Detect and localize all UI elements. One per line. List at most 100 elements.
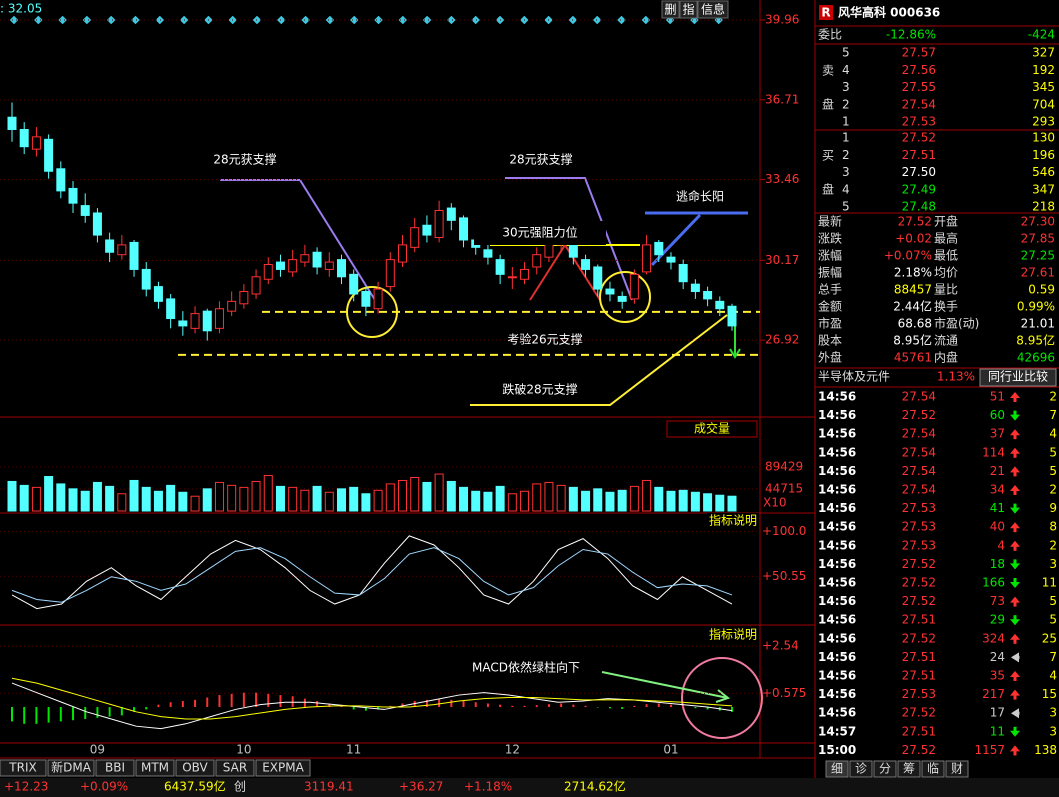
candle-body xyxy=(495,259,505,275)
ask-volume: 293 xyxy=(1032,115,1055,129)
status-item: 创 xyxy=(234,780,246,794)
annotation: MACD依然绿柱向下 xyxy=(472,660,580,675)
candle-body xyxy=(141,268,151,290)
industry-button-label: 同行业比较 xyxy=(988,369,1048,384)
status-item: 3119.41 xyxy=(304,780,354,794)
stat-value: 2.44亿 xyxy=(893,299,932,314)
stat-label: 内盘 xyxy=(934,350,958,365)
candle-body xyxy=(129,241,139,270)
industry-button[interactable] xyxy=(979,368,1057,387)
tick-time: 14:56 xyxy=(818,576,856,590)
level: 1 xyxy=(842,115,850,129)
tick-time: 14:57 xyxy=(818,724,856,738)
tick-price: 27.52 xyxy=(902,631,936,645)
side-tab[interactable] xyxy=(849,760,873,778)
volume-bar xyxy=(690,491,700,512)
tick-price: 27.54 xyxy=(902,427,936,441)
status-item: 2714.62亿 xyxy=(564,779,626,794)
tick-arrow xyxy=(1010,540,1020,547)
stat-label: 均价 xyxy=(934,266,958,280)
volume-bar xyxy=(214,481,224,512)
indicator-tab-label: TRIX xyxy=(8,761,36,775)
stat-value: 0.99% xyxy=(1017,300,1055,314)
tick-volume: 11 xyxy=(990,724,1005,738)
header-button[interactable] xyxy=(661,0,680,19)
side-tab[interactable] xyxy=(945,760,969,778)
ask-price: 27.55 xyxy=(902,80,936,94)
candle-body xyxy=(166,298,176,320)
level: 3 xyxy=(842,80,850,94)
ask-volume: 327 xyxy=(1032,46,1055,60)
side-tab[interactable] xyxy=(897,760,921,778)
event-marker xyxy=(422,15,432,25)
tick-time: 14:56 xyxy=(818,687,856,701)
tick-time: 14:56 xyxy=(818,390,856,404)
side-tab[interactable] xyxy=(873,760,897,778)
volume-bar xyxy=(19,484,29,512)
tick-time: 14:56 xyxy=(818,483,856,497)
bid-volume: 218 xyxy=(1032,200,1055,214)
annotation: 30元强阻力位 xyxy=(502,225,577,240)
indicator-tab[interactable] xyxy=(95,759,135,777)
indicator-tab[interactable] xyxy=(175,759,215,777)
stat-value: 27.61 xyxy=(1021,266,1055,280)
tick-price: 27.52 xyxy=(902,408,936,422)
candle-body xyxy=(507,276,517,279)
tick-price: 27.52 xyxy=(902,743,936,757)
tick-extra: 3 xyxy=(1049,557,1057,571)
level: 5 xyxy=(842,46,850,60)
frames xyxy=(0,0,1059,778)
stat-label: 外盘 xyxy=(818,350,842,365)
annotation-bg xyxy=(474,221,606,245)
candle-body xyxy=(153,286,163,302)
tick-arrow xyxy=(1010,745,1020,752)
tick-volume: 60 xyxy=(990,408,1005,422)
side-tab-label: 细 xyxy=(831,762,843,776)
candle-body xyxy=(715,300,725,310)
side-label: 盘 xyxy=(822,182,834,197)
stat-label: 最新 xyxy=(818,214,842,229)
header-button-label: 指 xyxy=(682,2,694,17)
candle-body xyxy=(373,288,383,310)
tick-arrow-stem xyxy=(1013,503,1017,509)
indicator-tab[interactable] xyxy=(215,759,255,777)
tick-time: 14:56 xyxy=(818,445,856,459)
indicator-tab[interactable] xyxy=(255,759,311,777)
side-tab[interactable] xyxy=(921,760,945,778)
stat-value: 42696 xyxy=(1017,351,1055,365)
stat-value: 45761 xyxy=(894,351,932,365)
volume-bar xyxy=(336,488,346,512)
tick-time: 14:56 xyxy=(818,594,856,608)
tick-price: 27.53 xyxy=(902,687,936,701)
volume-title-box[interactable] xyxy=(666,420,758,438)
volume-bar xyxy=(288,486,298,512)
candle-body xyxy=(202,310,212,332)
side-tab[interactable] xyxy=(825,760,849,778)
header-button[interactable] xyxy=(679,0,698,19)
event-marker xyxy=(447,15,456,25)
volume-bar xyxy=(141,486,151,512)
indicator-button[interactable] xyxy=(707,627,759,643)
volume-bar xyxy=(617,489,627,512)
tick-price: 27.51 xyxy=(902,650,936,664)
stat-label: 振幅 xyxy=(818,265,842,280)
y-tick-label: +0.575 xyxy=(762,686,806,700)
indicator-button-label: 指标说明 xyxy=(709,513,757,528)
tick-arrow-stem xyxy=(1013,527,1017,533)
stat-value: 21.01 xyxy=(1021,317,1055,331)
candle-body xyxy=(7,116,17,131)
tick-arrow-stem xyxy=(1013,410,1017,416)
indicator-tab[interactable] xyxy=(47,759,95,777)
tick-price: 27.54 xyxy=(902,390,936,404)
y-tick-label: +50.55 xyxy=(762,569,806,583)
header-button[interactable] xyxy=(697,0,729,19)
indicator-tab[interactable] xyxy=(135,759,175,777)
indicator-button[interactable] xyxy=(707,513,759,529)
tick-arrow xyxy=(1010,447,1020,454)
status-item: +1.18% xyxy=(464,780,512,794)
tick-volume: 34 xyxy=(990,483,1005,497)
indicator-tab[interactable] xyxy=(0,759,47,777)
tick-arrow xyxy=(1010,582,1020,588)
